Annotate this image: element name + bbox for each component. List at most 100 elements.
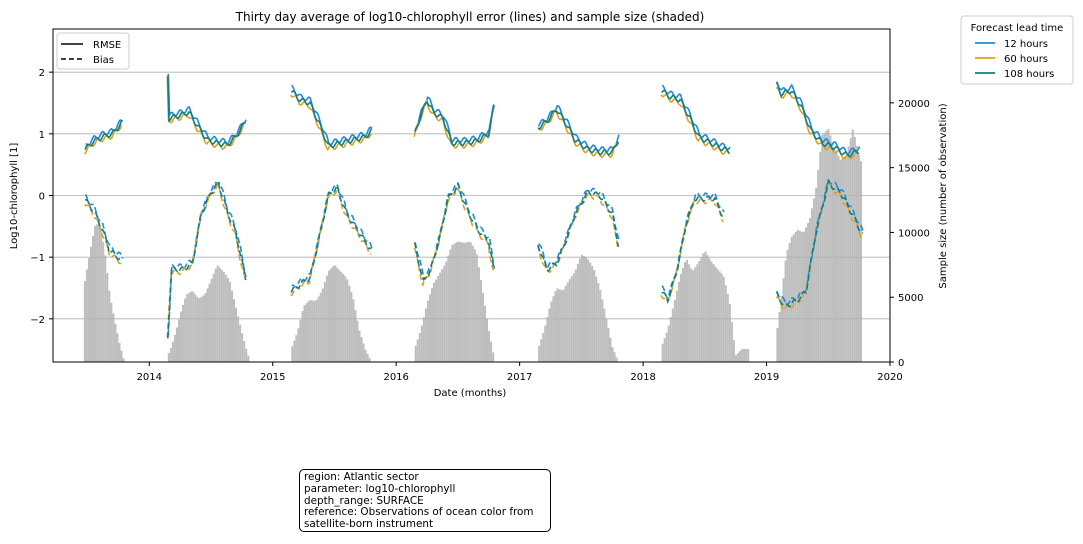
sample-size-bar [112, 313, 115, 362]
sample-size-bar [483, 305, 487, 362]
rmse-line-60h [537, 109, 619, 159]
y-right-tick-label: 0 [898, 358, 904, 369]
sample-size-bar [313, 300, 316, 362]
sample-size-bar [690, 268, 693, 362]
sample-size-bar [102, 241, 105, 362]
sample-size-bar [295, 335, 298, 362]
sample-size-bar [736, 353, 740, 362]
sample-size-bar [548, 308, 551, 362]
sample-size-bar [722, 276, 725, 362]
sample-size-bar [422, 317, 425, 362]
sample-size-bar [216, 265, 219, 362]
sample-size-bar [726, 293, 729, 362]
rmse-line-12h [291, 84, 373, 146]
sample-size-bar [194, 294, 197, 362]
sample-size-bar [681, 268, 685, 362]
rmse-line-12h [167, 73, 247, 146]
sample-size-bar [120, 350, 123, 362]
sample-size-bar [291, 346, 294, 362]
chart-title: Thirty day average of log10-chlorophyll … [235, 10, 705, 24]
sample-size-bar [665, 332, 668, 362]
sample-size-bar [684, 262, 687, 362]
legend-60h-label: 60 hours [1004, 54, 1048, 65]
sample-size-bar [418, 333, 421, 362]
sample-size-bar [114, 323, 117, 362]
sample-size-bar [362, 343, 365, 362]
sample-size-bar [704, 251, 707, 362]
sample-size-bar [712, 264, 715, 362]
sample-size-bar [538, 345, 541, 362]
axes-ticks: 2014 2015 2016 2017 2018 2019 2020 2 1 0 −1 −2 0 5000… [30, 68, 930, 383]
sample-size-bar [568, 279, 571, 362]
sample-size-bar [214, 268, 217, 362]
sample-size-bar [338, 269, 341, 362]
sample-size-bar [307, 301, 310, 362]
sample-size-bar [222, 271, 225, 362]
sample-size-bar [784, 260, 787, 362]
sample-size-bar [490, 341, 493, 362]
sample-size-bar [368, 358, 371, 362]
y-tick-label: 2 [39, 68, 45, 79]
sample-size-bar [782, 278, 785, 362]
sample-size-bar [745, 349, 748, 362]
sample-size-bar [182, 304, 185, 362]
sample-size-bar [550, 301, 553, 362]
rmse-line-12h [414, 96, 496, 144]
sample-size-bar [599, 290, 602, 362]
y-right-tick-label: 20000 [898, 99, 930, 110]
y-right-tick-label: 15000 [898, 164, 930, 175]
sample-size-bar [839, 159, 842, 362]
sample-size-bar [542, 333, 545, 362]
sample-size-bar [239, 324, 242, 362]
y-tick-label: −2 [30, 315, 45, 326]
sample-size-bar [669, 317, 672, 362]
sample-size-bar [435, 279, 438, 362]
sample-size-bar [202, 295, 205, 362]
sample-size-bar [356, 320, 359, 362]
sample-size-bar [212, 273, 215, 362]
sample-size-bar [841, 158, 844, 362]
rmse-line-60h [166, 75, 246, 151]
bias-line-12h [538, 187, 620, 271]
sample-size-bar [228, 282, 231, 362]
sample-size-bar [698, 261, 701, 362]
sample-size-bar [334, 265, 337, 362]
sample-size-bar [817, 169, 820, 362]
sample-size-bar [110, 302, 113, 362]
sample-size-bar [673, 299, 676, 362]
sample-size-bar [455, 242, 458, 362]
sample-size-bar [552, 296, 555, 362]
sample-size-bar [585, 257, 588, 362]
y-tick-label: −1 [30, 253, 45, 264]
sample-size-bar [350, 292, 353, 362]
sample-size-bar [710, 261, 713, 362]
sample-size-bar [473, 249, 476, 362]
sample-size-bar [743, 349, 746, 362]
legend-108h-label: 108 hours [1004, 69, 1054, 80]
sample-size-bar [479, 280, 482, 362]
rmse-line-12h [85, 119, 124, 147]
bias-line-12h [167, 181, 247, 336]
sample-size-bar [340, 271, 343, 362]
sample-size-bar [488, 331, 491, 362]
info-depth-range: depth_range: SURFACE [304, 494, 424, 507]
sample-size-bar [696, 264, 699, 362]
sample-size-bar [615, 357, 618, 362]
sample-size-bar [607, 328, 610, 362]
sample-size-bar [851, 129, 854, 362]
sample-size-bar [806, 223, 810, 362]
rmse-line-108h [537, 110, 620, 156]
sample-size-bar [200, 296, 203, 362]
sample-size-bar [94, 225, 97, 362]
sample-size-bar [831, 141, 834, 362]
sample-size-bar [237, 316, 240, 362]
sample-size-bar [87, 257, 90, 362]
sample-size-bar [798, 230, 801, 362]
sample-size-bar [486, 318, 489, 362]
sample-size-bar [732, 340, 735, 362]
sample-size-bar [611, 347, 614, 362]
sample-size-bar [301, 311, 304, 362]
legend-12h-label: 12 hours [1004, 39, 1048, 50]
sample-size-bar [210, 278, 213, 362]
x-tick-label: 2020 [877, 372, 902, 383]
